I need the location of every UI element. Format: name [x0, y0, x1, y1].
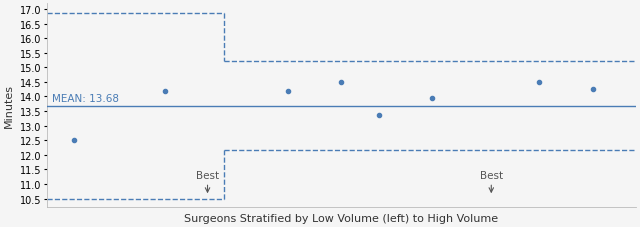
Text: Best: Best	[480, 170, 503, 192]
Y-axis label: Minutes: Minutes	[4, 84, 14, 128]
Text: MEAN: 13.68: MEAN: 13.68	[52, 94, 119, 104]
Text: Best: Best	[196, 170, 219, 192]
X-axis label: Surgeons Stratified by Low Volume (left) to High Volume: Surgeons Stratified by Low Volume (left)…	[184, 213, 499, 223]
